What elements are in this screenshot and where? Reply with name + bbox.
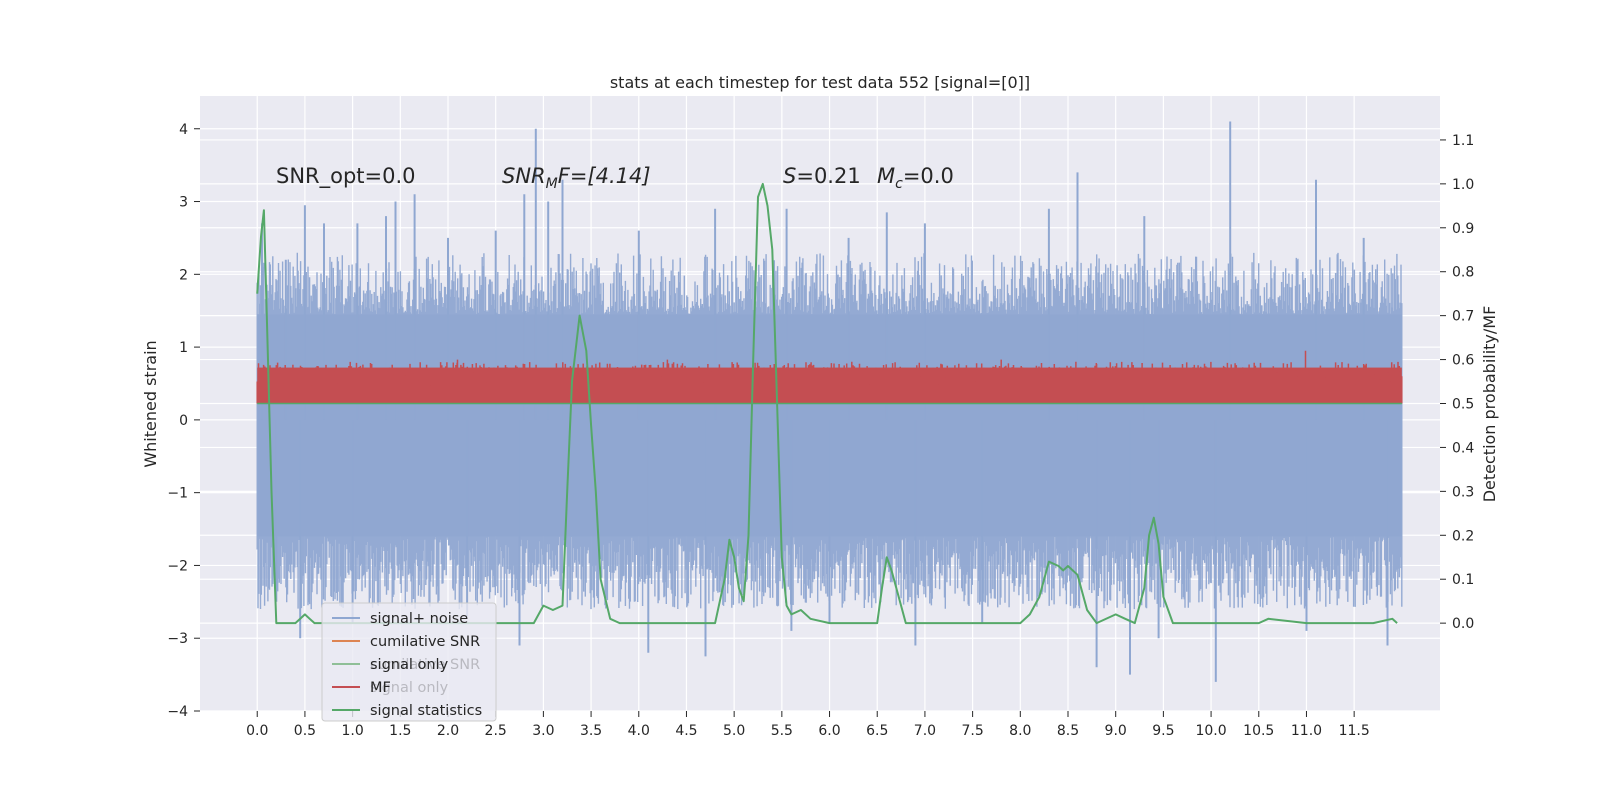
x-tick-label: 4.5 <box>675 723 697 739</box>
right-y-tick-label: 1.0 <box>1452 177 1474 193</box>
right-y-tick-label: 1.1 <box>1452 133 1474 149</box>
legend-box <box>321 602 497 722</box>
x-tick-label: 1.0 <box>341 723 363 739</box>
annotation-snr-mf-sub: M <box>546 176 558 192</box>
x-tick-label: 2.0 <box>437 723 459 739</box>
annotation-s-rest: =0.21 <box>796 164 860 188</box>
x-tick-label: 7.5 <box>961 723 983 739</box>
x-tick-label: 9.0 <box>1105 723 1127 739</box>
y-tick-label: 2 <box>179 267 188 283</box>
x-tick-label: 5.0 <box>723 723 745 739</box>
x-tick-label: 9.5 <box>1152 723 1174 739</box>
right-y-tick-label: 0.7 <box>1452 309 1474 325</box>
legend-signal-statistics-label: signal statistics <box>370 703 482 719</box>
y-axis-label: Whitened strain <box>141 340 160 467</box>
x-tick-label: 7.0 <box>914 723 936 739</box>
signal-noise-extremes <box>261 121 1389 682</box>
legend-faded-signal-only: signal only <box>370 680 449 696</box>
annotation-mc-rest: =0.0 <box>903 164 954 188</box>
legend-faded-cumilative-snr: cumilative SNR <box>370 657 480 673</box>
right-y-tick-label: 0.1 <box>1452 572 1474 588</box>
x-tick-label: 2.5 <box>485 723 507 739</box>
y-axis-ticks: 4 3 2 1 0 −1 −2 −3 −4 <box>167 122 200 720</box>
right-y-axis-ticks: 1.1 1.0 0.9 0.8 0.7 0.6 0.5 0.4 0.3 0.2 0.1 0.0 <box>1440 133 1474 632</box>
y-tick-label: −3 <box>167 631 188 647</box>
right-y-tick-label: 0.0 <box>1452 616 1474 632</box>
x-axis-ticks: 0.0 0.5 1.0 1.5 2.0 2.5 3.0 3.5 4.0 4.5 5.0 5.5 6.0 6… <box>246 711 1370 739</box>
annotation-mc-sub: c <box>895 176 903 192</box>
y-tick-label: −4 <box>167 704 188 720</box>
y-tick-label: 4 <box>179 122 188 138</box>
y-tick-label: −2 <box>167 558 188 574</box>
x-tick-label: 10.5 <box>1243 723 1274 739</box>
right-y-tick-label: 0.5 <box>1452 397 1474 413</box>
annotation-snr-mf-base: SNR <box>502 164 546 188</box>
x-tick-label: 6.5 <box>866 723 888 739</box>
x-tick-label: 10.0 <box>1195 723 1226 739</box>
x-tick-label: 3.0 <box>532 723 554 739</box>
x-tick-label: 8.0 <box>1009 723 1031 739</box>
signal-noise-series <box>256 121 1403 682</box>
annotation-mc-var: M <box>877 164 895 188</box>
y-tick-label: 3 <box>179 195 188 211</box>
annotation-s-var: S <box>783 164 796 188</box>
right-y-tick-label: 0.3 <box>1452 484 1474 500</box>
legend-mf-label: MF <box>370 680 391 696</box>
x-tick-label: 4.0 <box>628 723 650 739</box>
right-y-tick-label: 0.9 <box>1452 221 1474 237</box>
right-y-tick-label: 0.6 <box>1452 353 1474 369</box>
y-tick-label: −1 <box>167 486 188 502</box>
x-tick-label: 8.5 <box>1057 723 1079 739</box>
annotation-snr-mf: SNRMF=[4.14] <box>502 164 651 192</box>
x-tick-label: 11.0 <box>1291 723 1322 739</box>
x-tick-label: 5.5 <box>771 723 793 739</box>
legend-signal-only-label: signal only <box>370 657 449 673</box>
right-y-tick-label: 0.2 <box>1452 528 1474 544</box>
annotation-snr-opt: SNR_opt=0.0 <box>276 164 416 189</box>
y-tick-label: 0 <box>179 413 188 429</box>
chart-title: stats at each timestep for test data 552… <box>610 73 1030 92</box>
mf-series <box>256 350 1403 405</box>
x-tick-label: 11.5 <box>1339 723 1370 739</box>
right-y-tick-label: 0.8 <box>1452 265 1474 281</box>
x-tick-label: 0.5 <box>294 723 316 739</box>
x-tick-label: 6.0 <box>818 723 840 739</box>
legend-signal-noise-label: signal+ noise <box>370 611 468 627</box>
right-y-tick-label: 0.4 <box>1452 440 1474 456</box>
x-tick-label: 0.0 <box>246 723 268 739</box>
mf-line <box>256 350 1403 404</box>
y-tick-label: 1 <box>179 340 188 356</box>
x-tick-label: 1.5 <box>389 723 411 739</box>
right-y-axis-label: Detection probability/MF <box>1480 306 1499 503</box>
annotation-s: S=0.21 <box>783 164 861 188</box>
legend-cumilative-snr-label: cumilative SNR <box>370 634 480 650</box>
annotation-snr-mf-rest: F=[4.14] <box>558 164 651 188</box>
annotation-mc: Mc=0.0 <box>877 164 954 192</box>
x-tick-label: 3.5 <box>580 723 602 739</box>
